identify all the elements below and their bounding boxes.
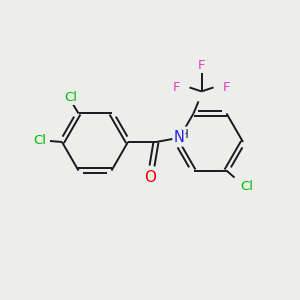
Text: F: F: [223, 81, 230, 94]
Text: F: F: [173, 81, 180, 94]
Text: N: N: [174, 130, 184, 146]
Text: Cl: Cl: [34, 134, 46, 146]
Text: F: F: [198, 59, 205, 72]
Text: O: O: [144, 169, 156, 184]
Text: Cl: Cl: [240, 180, 253, 193]
Text: Cl: Cl: [64, 91, 77, 104]
Text: H: H: [180, 128, 188, 140]
